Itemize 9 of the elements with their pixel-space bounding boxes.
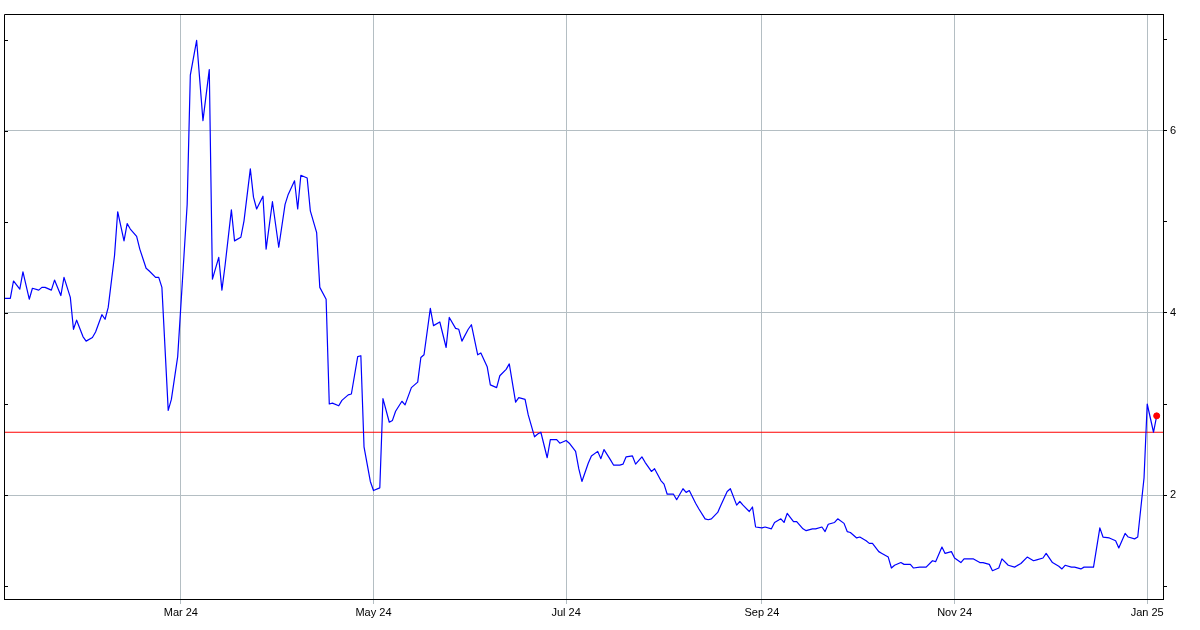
- x-tick-label: Jan 25: [1130, 605, 1164, 618]
- y-tick-label: 2: [1170, 488, 1177, 501]
- x-tick-label: Mar 24: [163, 605, 198, 618]
- x-tick-label: Nov 24: [937, 605, 972, 618]
- x-tick-label: Jul 24: [551, 605, 581, 618]
- y-tick-label: 6: [1170, 123, 1177, 136]
- x-tick-label: May 24: [355, 605, 392, 618]
- x-tick-label: Sep 24: [744, 605, 780, 618]
- y-tick-label: 4: [1170, 305, 1177, 318]
